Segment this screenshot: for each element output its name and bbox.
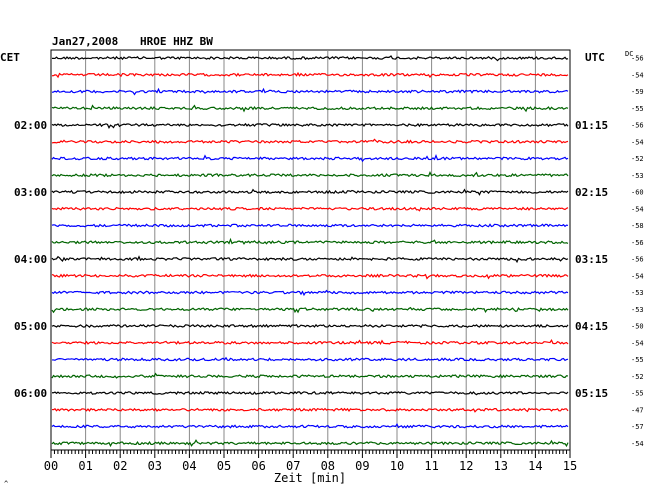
dc-offset-value: -56 — [631, 239, 644, 247]
left-hour-label: 02:00 — [14, 119, 47, 132]
dc-offset-value: -47 — [631, 406, 644, 414]
left-hour-label: 06:00 — [14, 387, 47, 400]
dc-offset-value: -54 — [631, 440, 644, 448]
dc-offset-value: -59 — [631, 88, 644, 96]
dc-offset-value: -52 — [631, 373, 644, 381]
dc-offset-value: -53 — [631, 306, 644, 314]
seismic-trace — [51, 306, 569, 314]
x-tick-label: 03 — [148, 459, 162, 473]
left-timezone-label: CET — [0, 51, 20, 64]
dc-offset-value: -58 — [631, 222, 644, 230]
dc-offset-header: DC — [625, 50, 633, 58]
x-tick-label: 00 — [44, 459, 58, 473]
seismic-trace — [51, 372, 569, 379]
x-tick-label: 06 — [251, 459, 265, 473]
label-layer: 02:00 03:00 04:00 05:00 06:00 01:15 02:15 03:15… — [14, 55, 644, 448]
right-hour-label: 02:15 — [575, 186, 608, 199]
dc-offset-value: -53 — [631, 289, 644, 297]
recording-date: Jan27,2008 — [52, 35, 118, 48]
left-hour-label: 03:00 — [14, 186, 47, 199]
dc-offset-value: -55 — [631, 356, 644, 364]
right-hour-label: 04:15 — [575, 320, 608, 333]
seismic-trace — [51, 338, 569, 345]
x-tick-label: 08 — [321, 459, 335, 473]
seismic-trace — [51, 423, 569, 429]
dc-offset-value: -54 — [631, 272, 644, 280]
trace-layer — [51, 55, 569, 448]
dc-offset-value: -52 — [631, 155, 644, 163]
seismic-trace — [51, 223, 569, 228]
x-axis-label: Zeit [min] — [274, 471, 346, 485]
x-tick-label: 01 — [78, 459, 92, 473]
seismic-trace — [51, 407, 569, 413]
left-hour-label: 04:00 — [14, 253, 47, 266]
x-tick-label: 12 — [459, 459, 473, 473]
seismic-trace — [51, 138, 569, 144]
right-hour-label: 03:15 — [575, 253, 608, 266]
x-tick-label: 14 — [528, 459, 542, 473]
x-tick-label: 05 — [217, 459, 231, 473]
dc-offset-value: -56 — [631, 55, 644, 63]
dc-offset-value: -50 — [631, 323, 644, 331]
seismic-trace — [51, 55, 569, 62]
x-tick-label: 09 — [355, 459, 369, 473]
seismic-trace — [51, 390, 569, 396]
seismic-trace — [51, 206, 569, 212]
seismic-trace — [51, 71, 569, 79]
dc-offset-value: -54 — [631, 71, 644, 79]
x-tick-label: 02 — [113, 459, 127, 473]
dc-offset-value: -60 — [631, 189, 644, 197]
dc-offset-value: -54 — [631, 339, 644, 347]
seismic-trace — [51, 237, 569, 245]
dc-offset-value: -56 — [631, 256, 644, 264]
dc-offset-value: -55 — [631, 105, 644, 113]
seismic-trace — [51, 87, 569, 96]
dc-offset-value: -57 — [631, 423, 644, 431]
right-hour-label: 05:15 — [575, 387, 608, 400]
seismic-trace — [51, 273, 569, 280]
x-tick-label: 04 — [182, 459, 196, 473]
seismic-trace — [51, 439, 569, 448]
seismic-trace — [51, 154, 569, 163]
seismic-trace — [51, 122, 569, 130]
dc-offset-value: -54 — [631, 138, 644, 146]
right-hour-label: 01:15 — [575, 119, 608, 132]
x-axis: 00 01 02 03 04 05 06 07 08 09 10 11 12 13 14 15 — [44, 449, 577, 473]
x-tick-label: 13 — [494, 459, 508, 473]
seismic-trace — [51, 171, 569, 178]
right-timezone-label: UTC — [585, 51, 605, 64]
seismic-trace — [51, 104, 569, 113]
seismic-trace — [51, 255, 569, 264]
seismic-trace — [51, 356, 569, 362]
left-hour-label: 05:00 — [14, 320, 47, 333]
dc-offset-value: -54 — [631, 205, 644, 213]
plot-frame — [50, 49, 571, 451]
grid-layer — [50, 49, 571, 451]
dc-offset-value: -56 — [631, 122, 644, 130]
seismic-trace — [51, 188, 569, 196]
station-channel-label: HROE HHZ BW — [140, 35, 213, 48]
seismic-trace — [51, 289, 569, 297]
x-tick-label: 07 — [286, 459, 300, 473]
dc-offset-value: -55 — [631, 390, 644, 398]
dc-offset-value: -53 — [631, 172, 644, 180]
x-tick-label: 11 — [424, 459, 438, 473]
x-tick-label: 10 — [390, 459, 404, 473]
x-tick-label: 15 — [563, 459, 577, 473]
seismic-trace — [51, 323, 569, 329]
corner-mark: ^ — [4, 480, 8, 488]
